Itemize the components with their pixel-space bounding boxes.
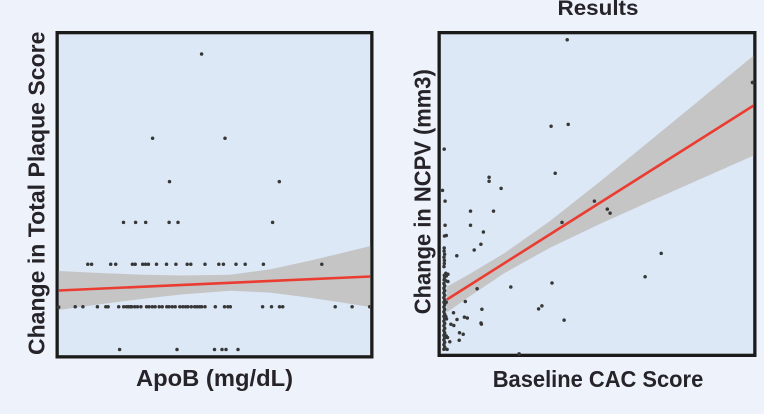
svg-text:Results: Results — [558, 0, 639, 20]
svg-text:Change in NCPV (mm3): Change in NCPV (mm3) — [410, 69, 436, 314]
svg-text:Baseline CAC Score: Baseline CAC Score — [493, 366, 704, 392]
svg-text:ApoB (mg/dL): ApoB (mg/dL) — [136, 365, 293, 391]
svg-text:Change in Total Plaque Score: Change in Total Plaque Score — [24, 32, 50, 356]
